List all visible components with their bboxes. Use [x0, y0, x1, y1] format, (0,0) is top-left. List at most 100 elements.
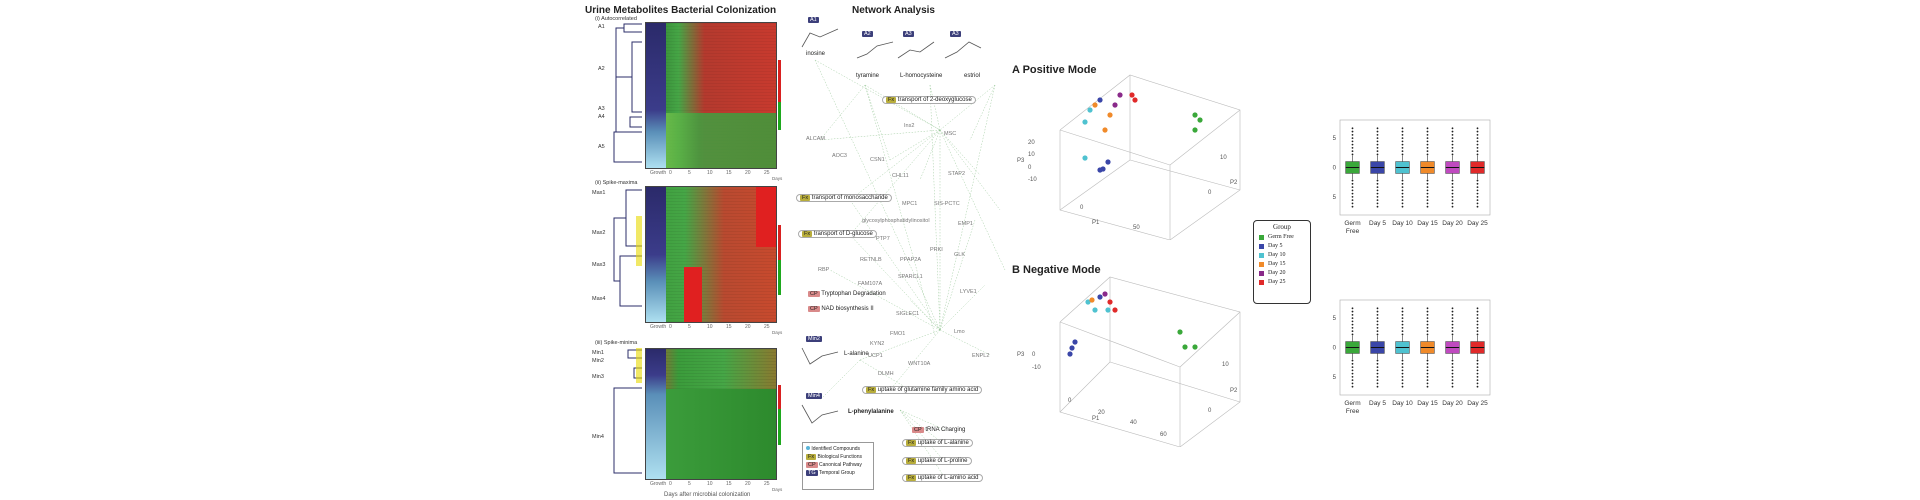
outlier-point [1451, 150, 1454, 153]
legend-row: Fx Biological Functions [806, 454, 873, 460]
cp-tag: CP [808, 306, 820, 312]
pathway-label: Tryptophan Degradation [821, 291, 886, 297]
heatmap-xtick-label: 20 [745, 324, 751, 330]
outlier-point [1401, 330, 1404, 333]
outlier-point [1476, 359, 1479, 362]
gene-node: Lmo [954, 329, 965, 335]
function-2-deoxyglucose[interactable]: Fx transport of 2-deoxyglucose [882, 96, 976, 104]
heatmap-xtick-label: 20 [745, 481, 751, 487]
outlier-point [1451, 382, 1454, 385]
outlier-point [1376, 333, 1379, 336]
heatmap-xtick-label: 0 [669, 324, 672, 330]
sparkline-min2 [801, 347, 839, 365]
outlier-point [1376, 195, 1379, 198]
cluster-label-max2: Max2 [592, 230, 606, 236]
outlier-point [1376, 385, 1379, 388]
heatmap-xtick-label: 25 [764, 481, 770, 487]
function-glutamine[interactable]: Fx uptake of glutamine family amino acid [862, 386, 983, 394]
function-monosaccharide[interactable]: Fx transport of monosaccharide [796, 194, 892, 202]
cluster-label-min2: Min2 [592, 358, 604, 364]
outlier-point [1451, 182, 1454, 185]
pca-point [1117, 92, 1123, 98]
pca-neg-tick: 0 [1068, 398, 1072, 404]
function-l-amino-acid[interactable]: Fx uptake of L-amino acid [902, 474, 983, 482]
pca-point [1107, 112, 1113, 118]
pca-point [1092, 102, 1098, 108]
fx-tag: Fx [886, 97, 897, 103]
cluster-label-a5: A5 [598, 144, 605, 150]
category-label: Germ [1344, 400, 1360, 407]
gene-node: PTP7 [876, 236, 890, 242]
outlier-point [1401, 147, 1404, 149]
outlier-point [1451, 192, 1454, 195]
outlier-point [1476, 366, 1479, 368]
gene-node: CSN1 [870, 157, 885, 163]
outlier-point [1426, 323, 1429, 326]
outlier-point [1351, 140, 1354, 143]
outlier-point [1476, 317, 1479, 320]
outlier-point [1351, 179, 1354, 182]
heatmap-xtick-label: 5 [688, 170, 691, 176]
pca-pos-axis-p1: P1 [1092, 220, 1100, 226]
cluster-label-max4: Max4 [592, 296, 606, 302]
outlier-point [1376, 375, 1379, 378]
outlier-point [1376, 382, 1379, 385]
outlier-point [1351, 330, 1354, 333]
temporal-group-a1: A1 [808, 17, 819, 23]
outlier-point [1351, 375, 1354, 378]
legend-item: Day 15 [1259, 261, 1310, 267]
sparkline-a3b [944, 41, 982, 59]
outlier-point [1426, 382, 1429, 385]
cluster-label-min1: Min1 [592, 350, 604, 356]
pca-pos-tick: 0 [1208, 190, 1212, 196]
pathway-trna[interactable]: CP tRNA Charging [912, 427, 965, 433]
outlier-point [1401, 366, 1404, 368]
outlier-point [1426, 359, 1429, 362]
pathway-nad[interactable]: CP NAD biosynthesis II [808, 306, 874, 312]
gene-node: FAM107A [858, 281, 883, 287]
outlier-point [1451, 307, 1454, 310]
outlier-point [1426, 189, 1429, 192]
y-tick-label: 0 [1333, 166, 1337, 172]
outlier-point [1426, 385, 1429, 388]
outlier-point [1451, 366, 1454, 368]
sparkline-min4 [801, 404, 839, 424]
function-l-proline[interactable]: Fx uptake of L-proline [902, 457, 972, 465]
outlier-point [1401, 179, 1404, 182]
heatmap-xtick-label: 25 [764, 170, 770, 176]
category-label: Day 10 [1392, 220, 1413, 227]
outlier-point [1376, 150, 1379, 153]
outlier-point [1401, 372, 1404, 375]
pca-point [1067, 351, 1073, 357]
pathway-label: NAD biosynthesis II [821, 306, 874, 312]
metabolite-tyramine: tyramine [856, 73, 880, 79]
outlier-point [1426, 333, 1429, 336]
outlier-point [1376, 153, 1379, 156]
pca-point [1082, 155, 1088, 161]
outlier-point [1451, 385, 1454, 388]
pca-neg-axis-p2: P2 [1230, 388, 1238, 394]
pca-point [1112, 307, 1118, 313]
gene-node: EMP1 [958, 221, 973, 227]
function-label: uptake of L-proline [917, 458, 968, 464]
pca-point [1192, 127, 1198, 133]
heatmap-xtick-unit: Days [772, 176, 783, 181]
function-d-glucose[interactable]: Fx transport of D-glucose [798, 230, 877, 238]
gene-node: MPC1 [902, 201, 918, 207]
cluster-label-min4: Min4 [592, 434, 604, 440]
pca-pos-tick: 0 [1028, 165, 1032, 171]
pca-point [1132, 97, 1138, 103]
function-l-alanine[interactable]: Fx uptake of L-alanine [902, 439, 973, 447]
heatmap-xtick-label: Growth [650, 324, 667, 330]
outlier-point [1376, 130, 1379, 133]
pathway-tryptophan[interactable]: CP Tryptophan Degradation [808, 291, 886, 297]
outlier-point [1476, 199, 1479, 202]
outlier-point [1476, 137, 1479, 140]
outlier-point [1401, 369, 1404, 372]
outlier-point [1451, 310, 1454, 313]
outlier-point [1476, 372, 1479, 375]
category-label: Day 15 [1417, 400, 1438, 407]
pca-pos-axis-p3: P3 [1017, 158, 1025, 164]
sparkline-a3 [897, 41, 935, 59]
pca-positive-title: A Positive Mode [1012, 64, 1097, 76]
